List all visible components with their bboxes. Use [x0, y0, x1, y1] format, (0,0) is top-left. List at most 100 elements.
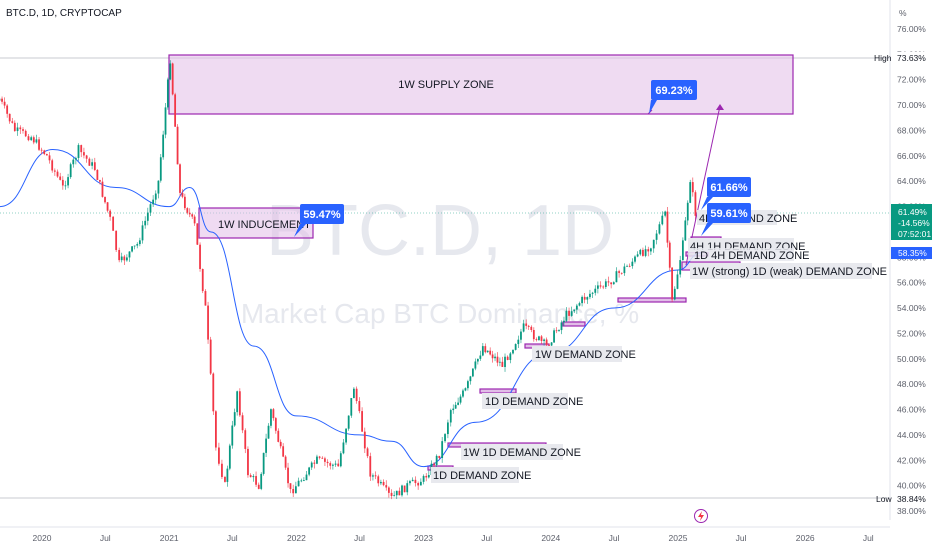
price-tick-label: 64.00%: [897, 176, 926, 186]
candle-body: [382, 481, 385, 486]
callout-high[interactable]: [707, 177, 751, 197]
candle-body: [207, 305, 209, 340]
price-tick-label: 66.00%: [897, 151, 926, 161]
candle-body: [548, 344, 550, 346]
candle-body: [634, 256, 636, 262]
candle-body: [425, 475, 428, 478]
candle-body: [282, 446, 285, 457]
candle-body: [157, 180, 160, 194]
high-label: High: [874, 53, 892, 63]
candle-body: [578, 303, 581, 306]
candle-body: [231, 425, 234, 446]
candle-body: [201, 269, 204, 292]
candle-body: [188, 212, 191, 215]
price-tick-label: 56.00%: [897, 278, 926, 288]
candle-body: [74, 157, 77, 160]
candle-body: [393, 495, 396, 497]
zone-label-bg-1d-low: [431, 467, 519, 483]
candle-body: [686, 202, 689, 221]
time-tick-label: 2023: [414, 533, 433, 543]
candle-body: [631, 261, 634, 267]
candle-body: [661, 215, 664, 225]
time-tick-label: Jul: [736, 533, 747, 543]
candle-body: [615, 271, 618, 283]
callout-target-pointer: [649, 100, 657, 114]
demand-zone-mid[interactable]: [562, 321, 586, 327]
candle-body: [85, 155, 88, 159]
callout-inducement-text: 59.47%: [303, 209, 341, 221]
candle-body: [316, 456, 318, 464]
candle-body: [236, 391, 239, 413]
candle-body: [193, 216, 196, 224]
candle-body: [289, 483, 292, 489]
candle-body: [297, 480, 300, 487]
candle-body: [449, 410, 452, 423]
callout-inducement-pointer: [294, 224, 306, 237]
candle-body: [403, 485, 406, 493]
candle-body: [620, 272, 623, 274]
candle-body: [435, 455, 438, 466]
price-tick-label: 40.00%: [897, 481, 926, 491]
candle-body: [174, 94, 177, 127]
lightning-icon[interactable]: [694, 509, 708, 523]
candle-body: [204, 291, 207, 306]
candle-body: [522, 323, 525, 332]
current-price-badge: [891, 204, 932, 240]
candle-body: [262, 452, 265, 474]
candle-body: [32, 137, 35, 143]
candle-body: [411, 479, 414, 482]
candle-body: [332, 464, 334, 466]
time-axis[interactable]: 2020 Jul 2021 Jul 2022 Jul 2023 Jul 2024 Jul 2025 J…: [0, 526, 890, 543]
candle-body: [67, 177, 69, 186]
candle-body: [563, 320, 565, 323]
candle-body: [462, 390, 464, 397]
candle-body: [655, 233, 658, 240]
candle-body: [212, 373, 215, 412]
low-label: Low: [876, 494, 892, 504]
candle-body: [125, 257, 128, 261]
demand-zone-1w-upper[interactable]: [617, 297, 687, 303]
candle-body: [321, 457, 324, 459]
zone-label-1w-demand: 1W DEMAND ZONE: [535, 349, 636, 361]
callout-mid[interactable]: [707, 203, 751, 223]
candle-body: [13, 122, 16, 132]
candle-body: [27, 136, 30, 141]
candle-body: [553, 330, 555, 343]
candle-body: [8, 113, 11, 122]
candle-body: [581, 296, 583, 304]
candle-body: [308, 467, 311, 475]
candle-body: [334, 463, 337, 465]
callout-inducement[interactable]: [300, 204, 344, 224]
candle-body: [270, 409, 272, 426]
price-tick-label: 52.00%: [897, 328, 926, 338]
price-tick-label: 68.00%: [897, 125, 926, 135]
candle-body: [228, 445, 231, 469]
callout-mid-pointer: [701, 223, 713, 236]
candle-body: [241, 415, 244, 431]
low-value: 38.84%: [897, 494, 926, 504]
inducement-label: 1W INDUCEMENT: [218, 219, 311, 231]
candle-body: [118, 249, 121, 261]
candle-body: [138, 240, 141, 245]
price-tick-label: 76.00%: [897, 24, 926, 34]
candle-body: [233, 412, 236, 426]
candle-body: [422, 475, 425, 482]
candle-body: [589, 293, 591, 298]
candle-body: [535, 339, 538, 341]
candle-body: [586, 297, 589, 300]
time-tick-label: Jul: [609, 533, 620, 543]
candle-body: [612, 282, 615, 285]
candle-body: [573, 309, 576, 312]
candle-body: [277, 430, 280, 442]
price-tick-label: 70.00%: [897, 100, 926, 110]
time-tick-label: 2025: [669, 533, 688, 543]
candle-body: [417, 483, 420, 486]
price-tick-label: 54.00%: [897, 303, 926, 313]
candle-body: [104, 196, 106, 203]
callout-target[interactable]: [651, 80, 697, 100]
time-tick-label: Jul: [481, 533, 492, 543]
candle-body: [255, 476, 257, 485]
candle-body: [623, 266, 626, 274]
price-axis[interactable]: % 76.00%74.00%72.00%70.00%68.00%66.00%64…: [874, 0, 932, 520]
